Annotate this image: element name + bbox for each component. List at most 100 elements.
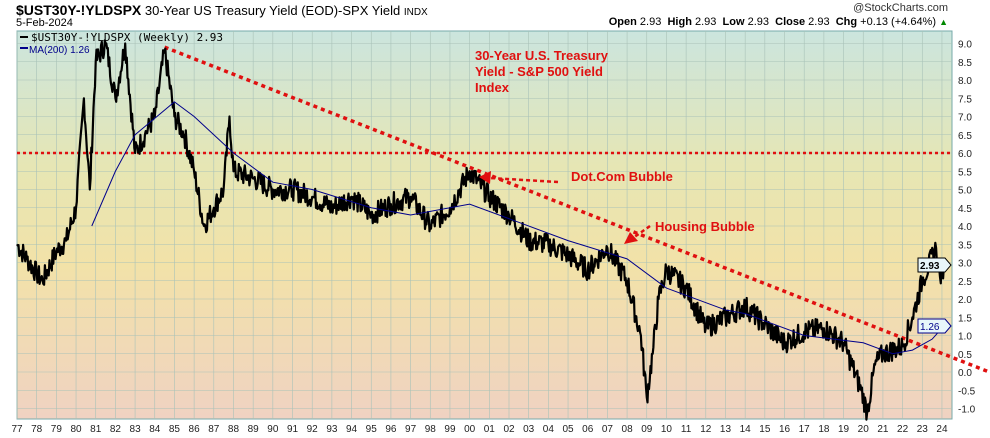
arrow-housing [632,224,651,240]
x-tick-label: 82 [110,424,122,435]
y-tick-label: 3.0 [958,259,972,270]
x-tick-label: 20 [858,424,870,435]
x-tick-label: 78 [31,424,43,435]
x-tick-label: 77 [11,424,23,435]
x-tick-label: 85 [169,424,181,435]
x-tick-label: 94 [346,424,358,435]
chg-value: +0.13 (+4.64%) [860,16,937,28]
arrowhead-dotcom [479,171,491,184]
low-label: Low [722,16,745,28]
x-tick-label: 11 [681,424,692,435]
x-tick-label: 88 [228,424,240,435]
y-tick-label: 9.0 [958,40,972,51]
x-tick-label: 21 [877,424,889,435]
x-tick-label: 22 [897,424,909,435]
x-tick-label: 93 [326,424,338,435]
y-tick-label: 1.0 [958,332,972,343]
last-value-label: 1.26 [920,322,940,333]
x-tick-label: 83 [130,424,142,435]
x-tick-label: 16 [779,424,791,435]
y-tick-label: 0.5 [958,350,972,361]
chart-title: $UST30Y-!YLDSPX 30-Year US Treasury Yiel… [16,2,428,18]
y-tick-label: 4.0 [958,222,972,233]
x-tick-label: 19 [838,424,850,435]
x-tick-label: 91 [287,424,299,435]
y-tick-label: 3.5 [958,240,972,251]
description: 30-Year US Treasury Yield (EOD)-SPX Yiel… [144,3,401,18]
x-tick-label: 04 [543,424,555,435]
credit: @StockCharts.com [853,2,948,14]
price-line [16,39,946,421]
y-tick-label: 8.5 [958,58,972,69]
x-tick-label: 97 [405,424,417,435]
high-value: 2.93 [694,16,717,28]
x-tick-label: 15 [759,424,771,435]
annotation-title: Index [475,80,510,95]
close-value: 2.93 [808,16,830,28]
y-tick-label: 2.0 [958,295,972,306]
x-tick-label: 12 [700,424,712,435]
last-value-tag [917,257,952,273]
x-tick-label: 24 [936,424,948,435]
x-tick-label: 23 [917,424,929,435]
x-tick-label: 00 [464,424,476,435]
x-tick-label: 80 [70,424,82,435]
annotation-housing: Housing Bubble [655,219,755,234]
x-tick-label: 03 [523,424,535,435]
x-tick-label: 95 [366,424,378,435]
y-tick-label: 4.5 [958,204,972,215]
y-tick-label: 7.0 [958,113,972,124]
x-tick-label: 81 [90,424,102,435]
x-tick-label: 90 [267,424,279,435]
x-tick-label: 99 [444,424,456,435]
y-tick-label: 6.0 [958,149,972,160]
y-tick-label: -0.5 [958,386,976,397]
exchange: INDX [403,7,428,18]
x-tick-label: 14 [740,424,752,435]
y-tick-label: 0.0 [958,368,972,379]
arrowhead-housing [624,232,638,244]
ma200-line [91,101,945,355]
last-value-label: 2.93 [920,261,940,272]
y-tick-label: 1.5 [958,313,972,324]
x-tick-label: 18 [818,424,830,435]
x-tick-label: 01 [484,424,496,435]
annotation-dotcom: Dot.Com Bubble [571,169,673,184]
x-tick-label: 98 [425,424,437,435]
x-tick-label: 87 [208,424,220,435]
chg-label: Chg [835,16,858,28]
x-tick-label: 79 [51,424,63,435]
open-label: Open [608,16,637,28]
y-tick-label: -1.0 [958,405,976,416]
arrow-dotcom [489,176,559,184]
y-tick-label: 5.5 [958,167,972,178]
trendline [163,45,990,374]
y-tick-label: 8.0 [958,76,972,87]
x-tick-label: 96 [385,424,397,435]
x-tick-label: 02 [503,424,515,435]
y-tick-label: 5.0 [958,186,972,197]
legend-price: $UST30Y-!YLDSPX (Weekly) 2.93 [31,31,223,44]
x-tick-label: 09 [641,424,653,435]
y-tick-label: 6.5 [958,131,972,142]
symbol: $UST30Y-!YLDSPX [16,2,142,18]
open-value: 2.93 [639,16,662,28]
x-tick-label: 08 [622,424,634,435]
x-tick-label: 10 [661,424,673,435]
x-tick-label: 89 [248,424,260,435]
high-label: High [667,16,692,28]
x-tick-label: 13 [720,424,732,435]
legend-ma: MA(200) 1.26 [29,45,90,56]
ohlc-readout: Open 2.93 High 2.93 Low 2.93 Close 2.93 … [609,16,948,28]
low-value: 2.93 [747,16,770,28]
close-label: Close [775,16,806,28]
annotation-title: 30-Year U.S. Treasury [475,48,609,63]
x-tick-label: 17 [799,424,811,435]
chart-date: 5-Feb-2024 [16,17,73,29]
x-tick-label: 07 [602,424,614,435]
up-arrow-icon: ▲ [939,17,948,27]
x-tick-label: 84 [149,424,161,435]
x-tick-label: 05 [562,424,574,435]
x-tick-label: 06 [582,424,594,435]
